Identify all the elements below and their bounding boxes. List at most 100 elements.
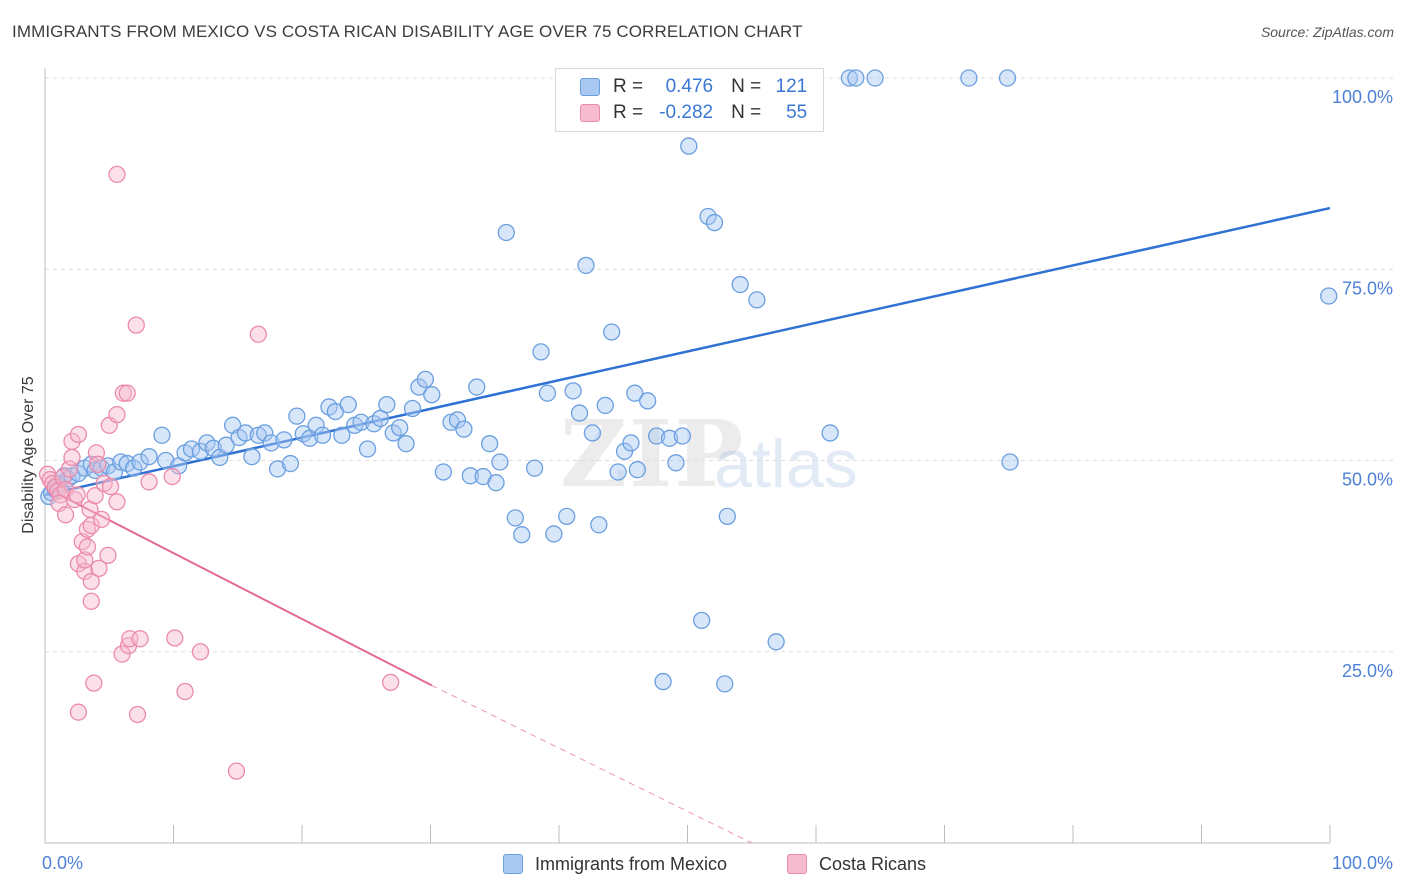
mexico-point xyxy=(243,448,261,466)
mexico-point xyxy=(403,399,422,418)
mexico-point xyxy=(378,396,396,414)
mexico-point xyxy=(1001,453,1019,471)
costa-rica-point xyxy=(108,405,126,424)
mexico-point xyxy=(491,453,509,471)
legend: R = 0.476 N = 121 R = -0.282 N = 55 xyxy=(555,68,824,132)
costa-rica-point xyxy=(127,316,145,334)
axes xyxy=(44,68,1331,844)
mexico-point xyxy=(564,382,582,400)
mexico-point xyxy=(583,424,602,442)
mexico-point xyxy=(545,525,563,543)
mexico-point xyxy=(680,137,698,155)
mexico-point xyxy=(692,611,711,630)
trend-line-mexico xyxy=(44,206,1331,497)
mexico-point xyxy=(673,427,692,445)
mexico-point xyxy=(767,633,785,651)
mexico-point xyxy=(603,323,621,341)
mexico-point xyxy=(998,69,1017,87)
mexico-point xyxy=(455,420,473,438)
mexico-point xyxy=(590,516,608,534)
costa-rica-point xyxy=(101,477,120,496)
mexico-point xyxy=(532,343,550,361)
mexico-point xyxy=(204,439,222,457)
trend-lines xyxy=(44,206,1331,844)
mexico-point xyxy=(648,427,666,445)
mexico-point xyxy=(538,384,557,402)
mexico-point xyxy=(705,213,724,232)
mexico-point xyxy=(339,396,357,414)
mexico-point xyxy=(352,413,370,431)
mexico-point xyxy=(358,440,377,458)
y-tick-label: 50.0% xyxy=(1342,470,1393,490)
costa-rica-point xyxy=(76,551,94,569)
mexico-point xyxy=(513,526,531,544)
legend-r-value: -0.282 xyxy=(659,102,714,123)
costa-rica-point xyxy=(176,682,194,701)
mexico-point xyxy=(125,459,143,477)
source-label: Source: ZipAtlas.com xyxy=(1260,24,1394,40)
mexico-point xyxy=(391,418,409,437)
costa-rica-point xyxy=(191,643,210,661)
bottom-legend-mexico: Immigrants from Mexico xyxy=(503,852,727,876)
mexico-point xyxy=(570,404,589,422)
legend-swatch-mexico xyxy=(580,78,600,96)
mexico-point xyxy=(423,386,441,404)
bottom-legend-swatch-costa xyxy=(787,854,807,874)
mexico-point xyxy=(718,507,736,525)
x-tick-label: 0.0% xyxy=(42,853,83,873)
watermark-atlas: atlas xyxy=(714,426,858,502)
mexico-point xyxy=(960,69,978,87)
mexico-point xyxy=(525,459,544,477)
costa-rica-point xyxy=(166,629,184,647)
mexico-point xyxy=(660,429,679,447)
mexico-point xyxy=(153,426,171,444)
costa-rica-point xyxy=(89,455,107,473)
costa-rica-point xyxy=(69,425,88,444)
mexico-point xyxy=(313,426,332,444)
mexico-point xyxy=(639,392,657,410)
costa-rica-point xyxy=(90,559,108,578)
costa-rica-point xyxy=(69,703,88,721)
costa-rica-point xyxy=(92,510,111,529)
mexico-point xyxy=(596,396,614,415)
costa-rica-point xyxy=(131,630,149,648)
costa-rica-point xyxy=(118,384,136,402)
mexico-point xyxy=(628,461,647,479)
costa-rica-point xyxy=(56,506,75,524)
legend-n-value: 55 xyxy=(786,102,808,123)
costa-rica-point xyxy=(82,572,100,591)
mexico-point xyxy=(288,407,306,425)
x-tick-label: 100.0% xyxy=(1332,853,1393,873)
mexico-point xyxy=(307,416,325,434)
mexico-point xyxy=(131,453,149,471)
costa-rica-point xyxy=(128,705,147,724)
mexico-point xyxy=(866,69,884,87)
mexico-point xyxy=(256,424,274,442)
costa-rica-point xyxy=(140,473,158,491)
mexico-point xyxy=(699,207,717,226)
costa-rica-point xyxy=(86,487,104,505)
mexico-point xyxy=(236,424,255,442)
mexico-point xyxy=(577,256,595,275)
bottom-legend-costa: Costa Ricans xyxy=(787,852,926,876)
costa-rica-point xyxy=(68,486,86,504)
legend-r-value: 0.476 xyxy=(665,76,714,97)
mexico-point xyxy=(748,291,766,309)
mexico-point xyxy=(333,426,351,444)
y-tick-label: 75.0% xyxy=(1342,278,1393,298)
legend-n-value: 121 xyxy=(775,76,808,97)
mexico-point xyxy=(654,672,672,691)
costa-rica-point xyxy=(65,490,84,509)
legend-r-label: R = xyxy=(613,102,644,123)
costa-rica-point xyxy=(63,448,81,467)
chart-title: IMMIGRANTS FROM MEXICO VS COSTA RICAN DI… xyxy=(12,22,803,41)
costa-rica-point xyxy=(99,546,117,565)
mexico-point xyxy=(281,454,300,473)
costa-rica-point xyxy=(249,325,267,343)
bottom-legend-label-costa: Costa Ricans xyxy=(819,853,927,874)
mexico-point xyxy=(497,223,515,242)
legend-swatch-costa xyxy=(580,104,600,122)
legend-n-label: N = xyxy=(731,102,762,123)
mexico-point xyxy=(262,434,280,452)
costa-rica-point xyxy=(82,592,100,610)
